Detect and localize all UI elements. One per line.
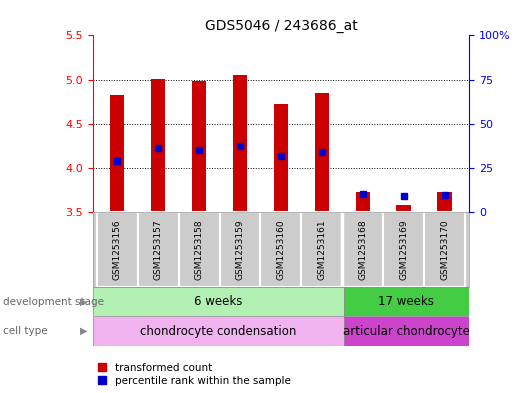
Bar xyxy=(383,212,424,287)
Text: development stage: development stage xyxy=(3,297,104,307)
Text: chondrocyte condensation: chondrocyte condensation xyxy=(140,325,296,338)
Bar xyxy=(260,212,302,287)
Bar xyxy=(233,75,247,212)
Text: GSM1253159: GSM1253159 xyxy=(235,219,244,280)
Bar xyxy=(151,79,165,212)
Bar xyxy=(342,212,383,287)
Bar xyxy=(356,192,370,212)
Text: cell type: cell type xyxy=(3,326,47,336)
Text: GSM1253170: GSM1253170 xyxy=(440,219,449,280)
Text: articular chondrocyte: articular chondrocyte xyxy=(343,325,470,338)
Bar xyxy=(343,316,469,346)
Text: ▶: ▶ xyxy=(80,326,87,336)
Legend: transformed count, percentile rank within the sample: transformed count, percentile rank withi… xyxy=(98,363,290,386)
Bar xyxy=(97,212,138,287)
Text: GSM1253169: GSM1253169 xyxy=(399,219,408,280)
Bar xyxy=(273,104,288,212)
Bar xyxy=(219,212,260,287)
Text: GSM1253158: GSM1253158 xyxy=(195,219,204,280)
Text: GSM1253157: GSM1253157 xyxy=(154,219,163,280)
Text: GSM1253156: GSM1253156 xyxy=(113,219,122,280)
Bar xyxy=(437,192,452,212)
Text: 6 weeks: 6 weeks xyxy=(194,295,242,308)
Text: GSM1253161: GSM1253161 xyxy=(317,219,326,280)
Bar xyxy=(93,316,343,346)
Text: GSM1253168: GSM1253168 xyxy=(358,219,367,280)
Bar xyxy=(110,95,125,212)
Bar xyxy=(315,93,329,212)
Bar xyxy=(302,212,342,287)
Bar xyxy=(138,212,179,287)
Bar xyxy=(424,212,465,287)
Bar xyxy=(179,212,219,287)
Text: ▶: ▶ xyxy=(80,297,87,307)
Text: GSM1253160: GSM1253160 xyxy=(277,219,285,280)
Title: GDS5046 / 243686_at: GDS5046 / 243686_at xyxy=(205,19,357,33)
Bar xyxy=(93,287,343,316)
Text: 17 weeks: 17 weeks xyxy=(378,295,434,308)
Bar xyxy=(192,81,206,212)
Bar xyxy=(396,205,411,212)
Bar xyxy=(343,287,469,316)
